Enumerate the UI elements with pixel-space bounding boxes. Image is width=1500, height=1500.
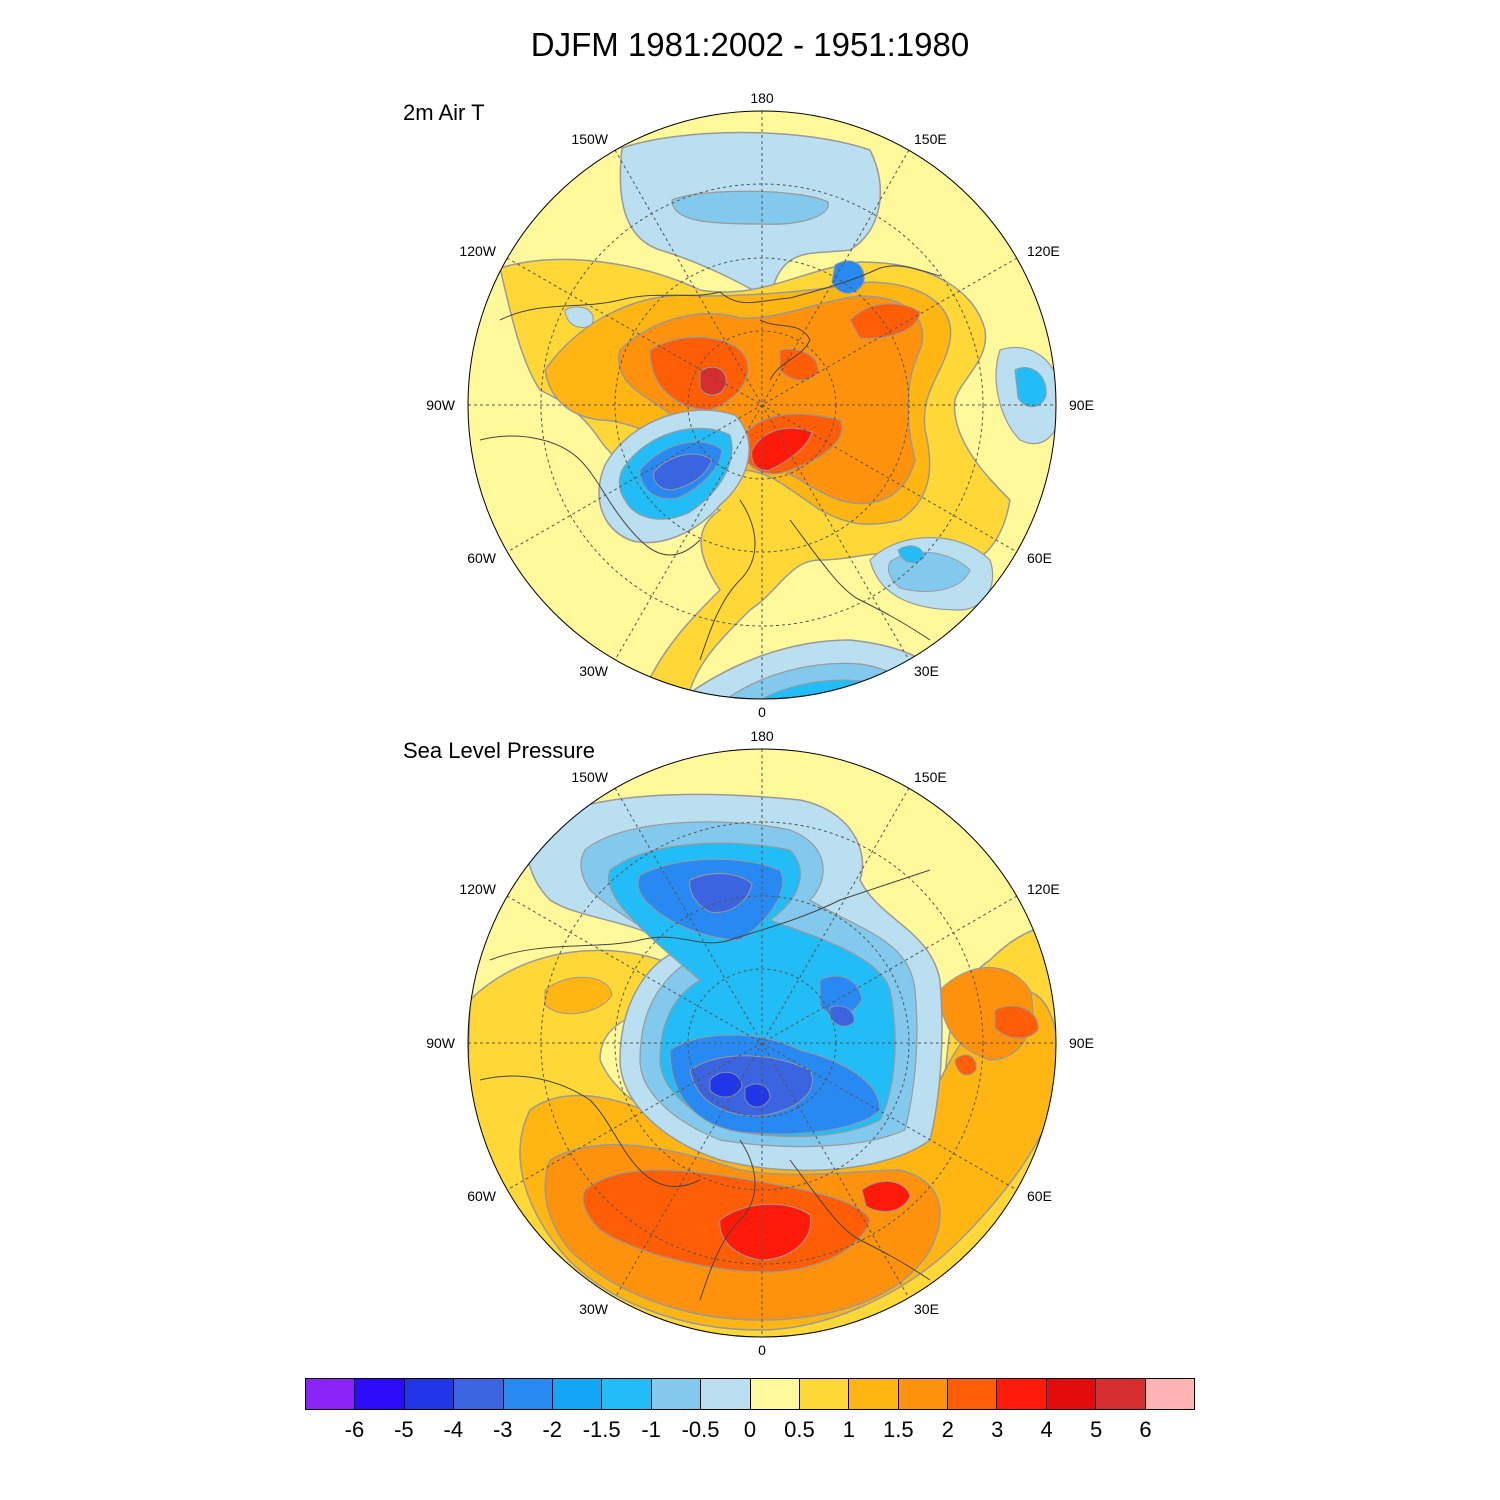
- air-temperature-graticule: [468, 111, 1056, 699]
- lon-label-150e: 150E: [914, 769, 947, 785]
- figure-title: DJFM 1981:2002 - 1951:1980: [530, 26, 970, 63]
- lon-label-180: 180: [750, 728, 774, 744]
- colorbar-box: [602, 1379, 652, 1409]
- lon-label-60w: 60W: [467, 550, 497, 566]
- air-temperature-longitude-labels: 180 150W 150E 120W 120E 90W 90E 60W 60E …: [426, 90, 1094, 720]
- colorbar-tick-label: 6: [1139, 1417, 1152, 1442]
- lon-label-60e: 60E: [1027, 1188, 1052, 1204]
- colorbar-tick-label: 4: [1040, 1417, 1053, 1442]
- colorbar-tick-label: 3: [991, 1417, 1004, 1442]
- colorbar-box: [355, 1379, 405, 1409]
- lon-label-120w: 120W: [459, 881, 496, 897]
- colorbar-tick-label: -0.5: [681, 1417, 720, 1442]
- colorbar-box: [701, 1379, 751, 1409]
- air-temperature-map: 180 150W 150E 120W 120E 90W 90E 60W 60E …: [426, 90, 1094, 720]
- colorbar-tick-label: -6: [344, 1417, 365, 1442]
- colorbar-tick-label: 2: [941, 1417, 954, 1442]
- lon-label-30e: 30E: [914, 663, 939, 679]
- colorbar-box: [849, 1379, 899, 1409]
- sea-level-pressure-map: 180 150W 150E 120W 120E 90W 90E 60W 60E …: [426, 728, 1094, 1358]
- colorbar-tick-label: -3: [492, 1417, 513, 1442]
- colorbar-tick-label: -4: [443, 1417, 464, 1442]
- lon-label-0: 0: [758, 704, 766, 720]
- sea-level-pressure-map-border: [467, 748, 1057, 1338]
- lon-label-150w: 150W: [571, 131, 608, 147]
- colorbar-tick-label: 0.5: [784, 1417, 815, 1442]
- lon-label-90w: 90W: [426, 397, 456, 413]
- colorbar-tick-label: 1: [842, 1417, 855, 1442]
- lon-label-150e: 150E: [914, 131, 947, 147]
- colorbar-box: [1096, 1379, 1146, 1409]
- lon-label-60w: 60W: [467, 1188, 497, 1204]
- colorbar-box: [404, 1379, 455, 1409]
- lon-label-0: 0: [758, 1342, 766, 1358]
- colorbar-box: [1145, 1379, 1195, 1409]
- colorbar-tick-label: -1: [641, 1417, 661, 1442]
- colorbar-box: [454, 1379, 504, 1409]
- colorbar-tick-label: 1.5: [883, 1417, 914, 1442]
- colorbar: [305, 1378, 1195, 1410]
- lon-label-120w: 120W: [459, 243, 496, 259]
- sea-level-pressure-longitude-labels: 180 150W 150E 120W 120E 90W 90E 60W 60E …: [426, 728, 1094, 1358]
- lon-label-120e: 120E: [1027, 881, 1060, 897]
- sea-level-pressure-graticule: [468, 749, 1056, 1337]
- colorbar-tick-label: 0: [743, 1417, 757, 1442]
- lon-label-180: 180: [750, 90, 774, 106]
- colorbar-tick-label: 5: [1089, 1417, 1103, 1442]
- colorbar-box: [997, 1379, 1047, 1409]
- colorbar-box: [651, 1379, 702, 1409]
- colorbar-box: [1046, 1379, 1097, 1409]
- colorbar-box: [799, 1379, 850, 1409]
- lon-label-90w: 90W: [426, 1035, 456, 1051]
- panel-title-sea-level-pressure: Sea Level Pressure: [403, 738, 595, 763]
- panel-title-air-temperature: 2m Air T: [403, 100, 485, 125]
- lon-label-60e: 60E: [1027, 550, 1052, 566]
- colorbar-tick-label: -2: [542, 1417, 562, 1442]
- lon-label-90e: 90E: [1069, 397, 1094, 413]
- air-temperature-map-border: [467, 110, 1057, 700]
- lon-label-30w: 30W: [579, 663, 609, 679]
- sea-level-pressure-contour-fill: [468, 749, 1056, 1337]
- lon-label-30e: 30E: [914, 1301, 939, 1317]
- colorbar-box: [898, 1379, 949, 1409]
- lon-label-90e: 90E: [1069, 1035, 1094, 1051]
- colorbar-box: [503, 1379, 553, 1409]
- colorbar-box: [306, 1379, 356, 1409]
- lon-label-150w: 150W: [571, 769, 608, 785]
- colorbar-tick-label: -5: [394, 1417, 414, 1442]
- colorbar-tick-label: -1.5: [582, 1417, 621, 1442]
- lon-label-120e: 120E: [1027, 243, 1060, 259]
- colorbar-box: [948, 1379, 998, 1409]
- colorbar-box: [552, 1379, 603, 1409]
- lon-label-30w: 30W: [579, 1301, 609, 1317]
- colorbar-box: [750, 1379, 800, 1409]
